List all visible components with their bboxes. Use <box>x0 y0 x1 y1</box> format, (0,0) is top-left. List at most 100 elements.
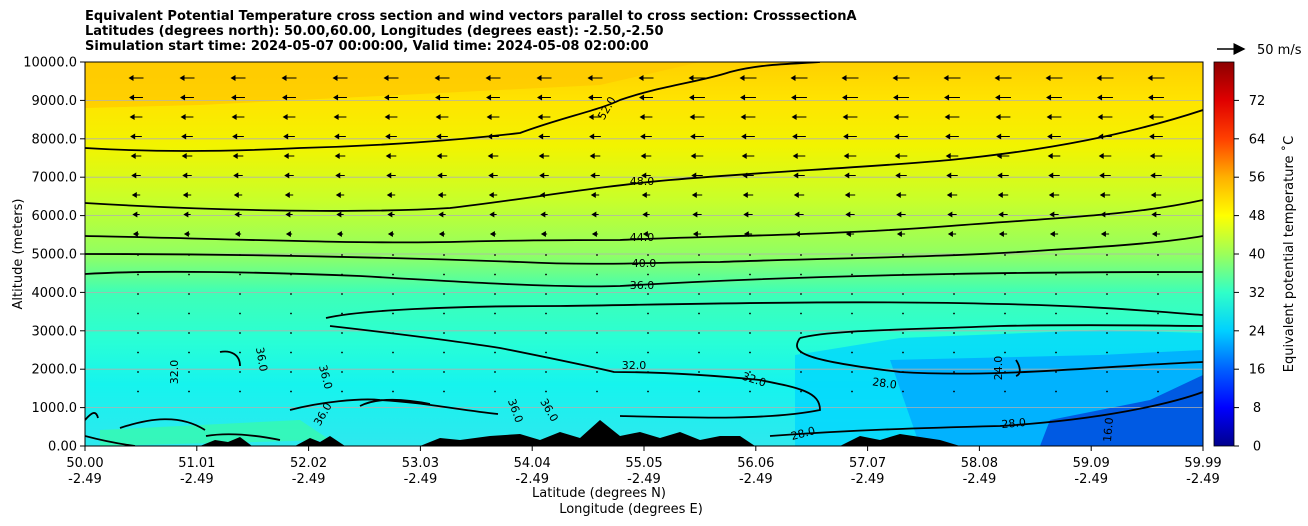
wind-vector <box>1046 94 1062 101</box>
wind-vector <box>1098 153 1112 159</box>
wind-vector-calm <box>1106 371 1108 373</box>
wind-vector <box>588 94 602 101</box>
wind-vector <box>285 231 293 237</box>
wind-vector <box>946 192 958 198</box>
wind-vector-calm <box>698 312 700 315</box>
wind-vector <box>1097 114 1113 120</box>
wind-vector-calm <box>902 254 904 256</box>
wind-vector-calm <box>851 390 853 393</box>
wind-vector <box>488 192 498 198</box>
x-tick-label-lat: 50.00 <box>66 456 103 471</box>
wind-vector <box>332 75 348 81</box>
contour-label: 32.0 <box>168 360 181 385</box>
wind-vector <box>844 172 856 179</box>
wind-vector <box>132 231 140 237</box>
wind-vector <box>893 94 909 101</box>
wind-vector-calm <box>392 273 394 276</box>
wind-vector-calm <box>494 293 496 295</box>
wind-vector-calm <box>1157 390 1159 393</box>
wind-vector-calm <box>137 351 139 354</box>
contour-label: 36.0 <box>630 279 655 292</box>
wind-vector <box>489 211 497 218</box>
wind-vector <box>1100 231 1110 237</box>
wind-vector <box>589 133 601 140</box>
wind-vector <box>539 172 549 179</box>
contour-48 <box>85 109 1203 212</box>
x-tick-label-lon: -2.49 <box>292 472 326 487</box>
wind-vector <box>436 133 448 140</box>
wind-vector <box>1148 114 1164 120</box>
wind-vector-calm <box>494 332 496 334</box>
colorbar-tick-label: 40 <box>1249 248 1266 263</box>
wind-vector <box>591 231 599 237</box>
x-tick-label-lon: -2.49 <box>627 472 661 487</box>
wind-vector-calm <box>596 332 598 334</box>
wind-vector-calm <box>494 273 496 276</box>
wind-vector-calm <box>1157 371 1159 373</box>
chart-title-line-1: Equivalent Potential Temperature cross s… <box>85 9 857 24</box>
wind-vector-calm <box>137 390 139 393</box>
wind-vector <box>387 231 395 237</box>
wind-vector-calm <box>239 293 241 295</box>
wind-vector-calm <box>596 312 598 315</box>
wind-vector-calm <box>188 273 190 276</box>
contour-label: 44.0 <box>630 231 655 244</box>
wind-vector <box>434 75 450 81</box>
wind-vector <box>183 211 191 218</box>
wind-vector-calm <box>698 332 700 334</box>
wind-vector-calm <box>137 332 139 334</box>
wind-vector-calm <box>1106 254 1108 256</box>
contour-lines <box>85 62 1203 446</box>
wind-vector-calm <box>1106 351 1108 354</box>
y-tick-label: 4000.0 <box>32 286 78 301</box>
wind-vector-calm <box>239 312 241 315</box>
wind-vector <box>588 114 602 120</box>
wind-vector <box>1147 75 1165 81</box>
wind-vector-calm <box>290 293 292 295</box>
x-axis-label-latitude: Latitude (degrees N) <box>532 486 666 501</box>
wind-vector-calm <box>392 254 394 256</box>
wind-vector-calm <box>1055 351 1057 354</box>
wind-vector-calm <box>800 371 802 373</box>
wind-vector-calm <box>239 371 241 373</box>
wind-vector-calm <box>341 312 343 315</box>
wind-vector-calm <box>443 273 445 276</box>
wind-vector <box>690 133 704 140</box>
wind-vector <box>232 153 244 159</box>
wind-vector-calm <box>647 312 649 315</box>
wind-vector <box>641 172 651 179</box>
low-level-green-patch <box>100 420 330 446</box>
wind-vector <box>947 231 957 237</box>
wind-vector-calm <box>341 351 343 354</box>
wind-vector <box>284 192 294 198</box>
wind-vector <box>181 153 193 159</box>
warm-region-upper <box>85 62 700 108</box>
contour-label: 36.0 <box>253 346 270 372</box>
wind-vector-calm <box>749 390 751 393</box>
wind-vector-calm <box>953 312 955 315</box>
wind-vector-calm <box>749 312 751 315</box>
wind-vector-calm <box>1106 332 1108 334</box>
wind-vector <box>793 172 805 179</box>
wind-vector-calm <box>851 293 853 295</box>
wind-vector-calm <box>698 371 700 373</box>
wind-vector <box>995 94 1011 101</box>
wind-vector-calm <box>188 390 190 393</box>
wind-vector <box>435 94 449 101</box>
wind-vector <box>688 75 706 81</box>
wind-vector <box>642 231 650 237</box>
wind-vector <box>438 231 446 237</box>
wind-vector <box>282 94 296 101</box>
x-tick-label-lat: 56.06 <box>737 456 774 471</box>
wind-vector-calm <box>749 254 751 256</box>
wind-vector-calm <box>1055 254 1057 256</box>
wind-vector <box>179 75 195 81</box>
wind-vector <box>639 114 653 120</box>
contour-40 <box>85 235 1203 265</box>
wind-vector-calm <box>1106 312 1108 315</box>
wind-vector <box>180 94 194 101</box>
wind-vector-calm <box>443 293 445 295</box>
wind-vector-calm <box>188 293 190 295</box>
wind-vector <box>1099 172 1111 179</box>
wind-vector-calm <box>290 371 292 373</box>
